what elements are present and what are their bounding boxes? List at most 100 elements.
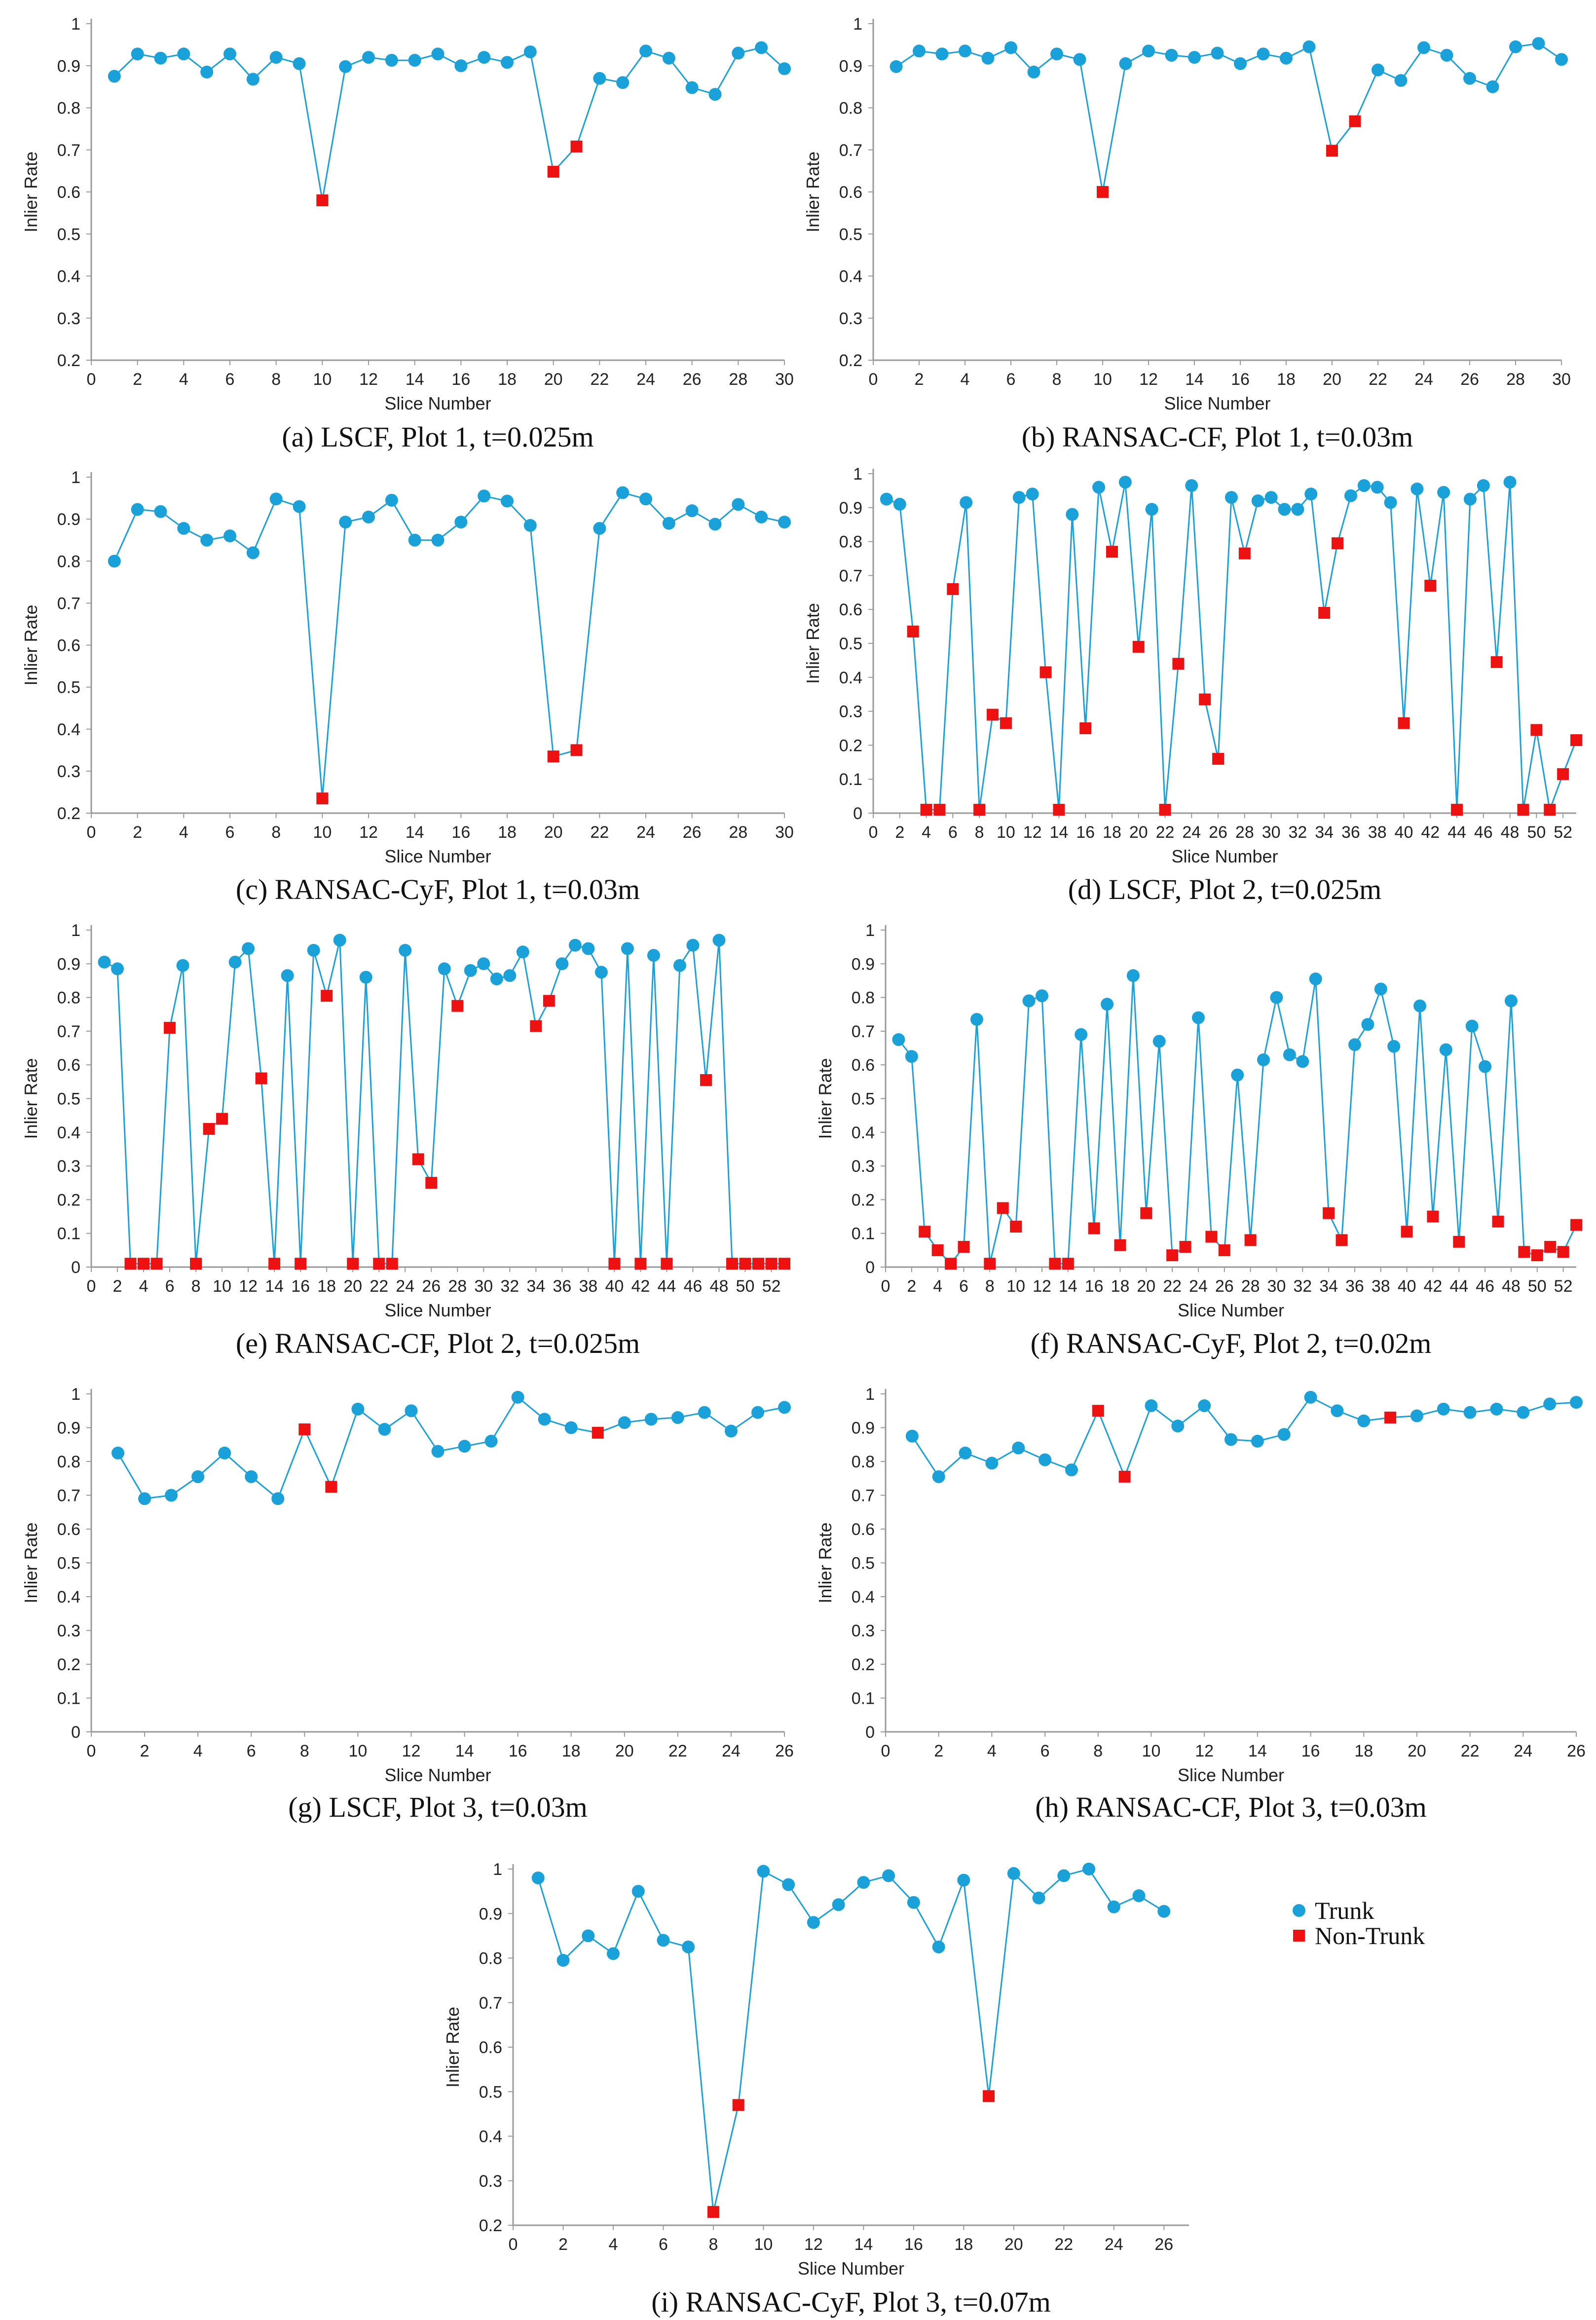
x-tick-label: 12 bbox=[1023, 823, 1042, 842]
non-trunk-point bbox=[316, 792, 329, 805]
trunk-point bbox=[154, 51, 167, 65]
trunk-point bbox=[556, 957, 569, 971]
y-tick-label: 0.6 bbox=[479, 2038, 502, 2057]
x-tick-label: 2 bbox=[907, 1277, 916, 1296]
trunk-point bbox=[1463, 72, 1476, 85]
x-tick-label: 6 bbox=[247, 1742, 256, 1760]
y-tick-label: 0.5 bbox=[57, 1090, 80, 1109]
x-tick-label: 4 bbox=[987, 1742, 997, 1760]
trunk-point bbox=[177, 47, 190, 61]
y-tick-label: 0.7 bbox=[57, 1487, 80, 1505]
chart-d: 00.10.20.30.40.50.60.70.80.910 2 4 6 8 10 12 14… bbox=[803, 465, 1582, 905]
x-tick-label: 6 bbox=[165, 1277, 175, 1296]
y-tick-label: 0.2 bbox=[852, 1191, 875, 1209]
trunk-point bbox=[564, 1421, 578, 1434]
trunk-point bbox=[751, 1406, 764, 1419]
trunk-point bbox=[1437, 486, 1450, 499]
x-tick-label: 10 bbox=[1093, 370, 1112, 389]
y-tick-label: 0.1 bbox=[57, 1689, 80, 1708]
x-tick-label: 24 bbox=[1514, 1742, 1532, 1760]
non-trunk-point bbox=[592, 1426, 604, 1439]
trunk-point bbox=[932, 1470, 945, 1483]
y-tick-label: 0.3 bbox=[479, 2172, 502, 2191]
trunk-point bbox=[1504, 994, 1518, 1008]
y-axis-label: Inlier Rate bbox=[21, 604, 41, 685]
x-tick-label: 0 bbox=[869, 370, 878, 389]
x-tick-label: 50 bbox=[736, 1277, 755, 1296]
chart-caption: (i) RANSAC-CyF, Plot 3, t=0.07m bbox=[651, 2286, 1051, 2318]
trunk-point bbox=[621, 942, 634, 955]
y-tick-label: 0 bbox=[71, 1723, 80, 1742]
non-trunk-point bbox=[634, 1258, 647, 1270]
trunk-point bbox=[755, 510, 768, 524]
trunk-point bbox=[454, 516, 468, 529]
x-tick-label: 16 bbox=[1231, 370, 1250, 389]
trunk-point bbox=[478, 51, 491, 64]
trunk-point bbox=[307, 943, 320, 957]
y-tick-label: 0.2 bbox=[57, 351, 80, 370]
y-tick-label: 0.5 bbox=[57, 1554, 80, 1573]
chart-caption: (h) RANSAC-CF, Plot 3, t=0.03m bbox=[1035, 1791, 1426, 1823]
x-tick-label: 16 bbox=[1076, 823, 1095, 842]
trunk-point bbox=[892, 1033, 905, 1046]
trunk-point bbox=[1304, 1390, 1317, 1404]
trunk-point bbox=[1231, 1068, 1244, 1082]
non-trunk-point bbox=[570, 744, 583, 756]
trunk-point bbox=[757, 1865, 770, 1878]
x-tick-label: 18 bbox=[1277, 370, 1296, 389]
series-line bbox=[911, 1396, 1577, 1479]
y-axis-label: Inlier Rate bbox=[21, 1522, 41, 1603]
trunk-point bbox=[1198, 1399, 1211, 1412]
non-trunk-point bbox=[1492, 1215, 1504, 1228]
trunk-point bbox=[523, 519, 537, 532]
trunk-point bbox=[755, 41, 768, 54]
x-tick-label: 24 bbox=[396, 1277, 414, 1296]
non-trunk-point bbox=[164, 1022, 176, 1034]
non-trunk-point bbox=[1531, 1249, 1543, 1262]
trunk-point bbox=[647, 949, 660, 962]
trunk-point bbox=[782, 1878, 795, 1891]
trunk-point bbox=[1361, 1018, 1374, 1031]
y-tick-label: 0.9 bbox=[852, 955, 875, 973]
non-trunk-point bbox=[1384, 1411, 1397, 1423]
trunk-point bbox=[778, 1401, 791, 1414]
x-tick-label: 8 bbox=[271, 370, 281, 389]
x-tick-label: 8 bbox=[191, 1277, 201, 1296]
x-tick-label: 24 bbox=[722, 1742, 741, 1760]
y-tick-label: 0.6 bbox=[57, 1056, 80, 1075]
trunk-point bbox=[1309, 973, 1322, 986]
non-trunk-point bbox=[973, 804, 986, 816]
trunk-point bbox=[271, 1492, 285, 1505]
trunk-point bbox=[893, 497, 906, 511]
trunk-point bbox=[1477, 479, 1490, 492]
y-tick-label: 1 bbox=[865, 1385, 875, 1404]
trunk-point bbox=[671, 1411, 684, 1424]
non-trunk-point bbox=[530, 1020, 542, 1032]
legend-trunk-marker bbox=[1293, 1904, 1305, 1917]
trunk-point bbox=[970, 1012, 983, 1026]
trunk-point bbox=[1035, 989, 1048, 1003]
trunk-point bbox=[269, 51, 283, 64]
x-tick-label: 20 bbox=[343, 1277, 362, 1296]
y-tick-label: 0.4 bbox=[852, 1588, 875, 1607]
non-trunk-point bbox=[543, 995, 555, 1007]
trunk-point bbox=[477, 957, 490, 971]
trunk-point bbox=[724, 1424, 738, 1438]
trunk-point bbox=[685, 81, 699, 94]
x-tick-label: 38 bbox=[579, 1277, 597, 1296]
series-line bbox=[117, 1396, 785, 1500]
x-tick-label: 42 bbox=[1424, 1277, 1443, 1296]
trunk-point bbox=[732, 498, 745, 511]
x-tick-label: 8 bbox=[975, 823, 984, 842]
y-tick-label: 0.4 bbox=[57, 267, 80, 286]
x-tick-label: 52 bbox=[1554, 1277, 1573, 1296]
x-axis-label: Slice Number bbox=[384, 393, 491, 413]
x-tick-label: 14 bbox=[406, 823, 424, 842]
trunk-point bbox=[1384, 496, 1397, 509]
trunk-point bbox=[1065, 1463, 1078, 1477]
trunk-point bbox=[359, 971, 372, 984]
non-trunk-point bbox=[1238, 547, 1251, 560]
non-trunk-point bbox=[919, 1226, 931, 1238]
x-tick-label: 26 bbox=[1215, 1277, 1234, 1296]
